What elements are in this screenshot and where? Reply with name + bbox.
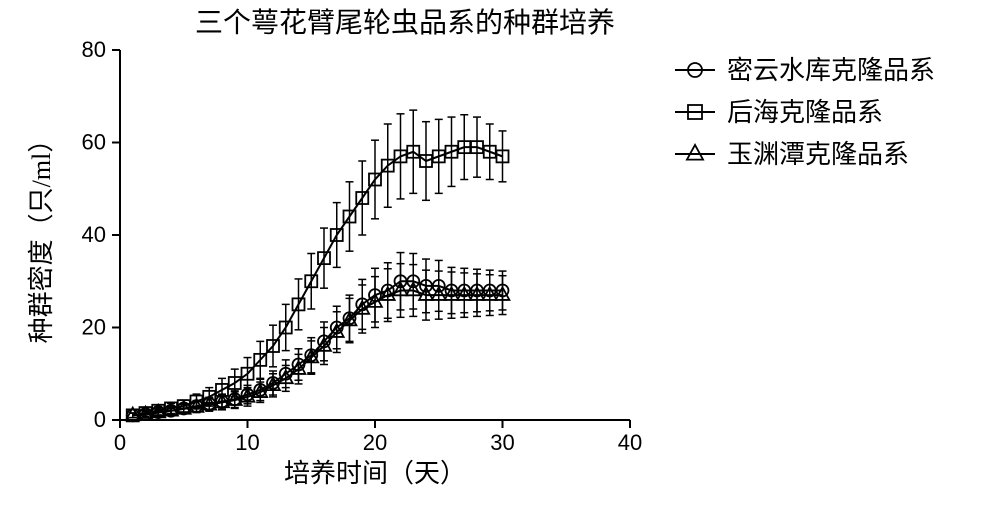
chart-svg: 三个萼花臂尾轮虫品系的种群培养 0 10 20 30 40 0 20 40 60 80 培养时间（天）… <box>0 0 1000 513</box>
x-tick-label: 20 <box>363 430 387 455</box>
chart-title: 三个萼花臂尾轮虫品系的种群培养 <box>195 7 615 39</box>
legend-label: 玉渊潭克隆品系 <box>727 140 909 169</box>
chart-container: 三个萼花臂尾轮虫品系的种群培养 0 10 20 30 40 0 20 40 60 80 培养时间（天）… <box>0 0 1000 513</box>
y-tick-label: 40 <box>82 222 106 247</box>
x-tick-label: 0 <box>114 430 126 455</box>
x-axis-label: 培养时间（天） <box>284 459 466 488</box>
legend-label: 密云水库克隆品系 <box>727 56 935 85</box>
x-tick-label: 10 <box>235 430 259 455</box>
y-tick-label: 80 <box>82 37 106 62</box>
y-tick-label: 20 <box>82 315 106 340</box>
y-tick-label: 0 <box>94 407 106 432</box>
x-tick-label: 40 <box>618 430 642 455</box>
legend-label: 后海克隆品系 <box>727 98 883 127</box>
y-axis-label: 种群密度（只/ml） <box>27 127 56 344</box>
y-tick-label: 60 <box>82 130 106 155</box>
x-tick-label: 30 <box>490 430 514 455</box>
